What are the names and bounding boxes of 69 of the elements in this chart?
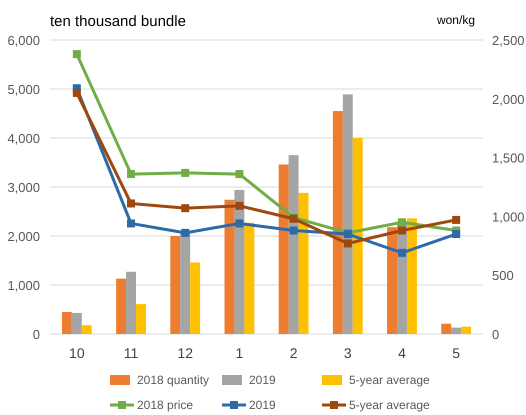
point — [127, 170, 136, 178]
bar — [244, 222, 254, 334]
bar — [224, 200, 234, 334]
bar — [190, 262, 200, 334]
bar — [136, 304, 146, 334]
y-tick-label: 0 — [32, 327, 40, 342]
y-tick-label: 6,000 — [7, 33, 40, 48]
bar — [342, 94, 353, 334]
x-tick-label: 12 — [177, 345, 194, 361]
bar — [116, 278, 126, 334]
point — [398, 248, 406, 257]
point — [181, 228, 190, 237]
bar — [352, 138, 363, 334]
y2-tick-label: 1,500 — [492, 150, 525, 166]
bar — [82, 325, 92, 334]
point — [72, 50, 81, 58]
point — [344, 239, 352, 248]
bar — [62, 312, 72, 334]
y-tick-label: 4,000 — [7, 131, 40, 146]
x-tick-label: 11 — [124, 345, 138, 361]
bar — [126, 272, 136, 334]
legend-label: 2019 — [249, 373, 276, 387]
x-tick-label: 10 — [69, 345, 85, 361]
bar — [288, 155, 299, 334]
bar — [451, 328, 462, 334]
x-tick-label: 3 — [344, 345, 352, 361]
point — [235, 202, 244, 210]
y2-tick-label: 2,500 — [492, 33, 525, 48]
point — [398, 218, 406, 226]
bar — [332, 111, 343, 334]
bar — [406, 218, 417, 334]
point — [452, 230, 460, 238]
legend-label: 2018 quantity — [137, 373, 210, 387]
point — [127, 199, 136, 208]
y-axis-title: ten thousand bundle — [50, 13, 186, 30]
y-tick-label: 2,000 — [7, 229, 40, 244]
bar — [441, 324, 452, 334]
point — [398, 226, 406, 235]
legend-label: 2019 — [249, 398, 276, 412]
x-tick-label: 5 — [452, 345, 460, 361]
y2-tick-label: 0 — [492, 327, 500, 342]
y-tick-label: 5,000 — [7, 82, 40, 97]
x-tick-label: 4 — [398, 345, 406, 361]
point — [290, 226, 298, 235]
bar — [461, 326, 472, 334]
bar — [278, 164, 289, 334]
y2-tick-label: 2,000 — [492, 92, 525, 107]
legend-label: 5-year average — [349, 398, 430, 412]
y2-axis-title: won/kg — [436, 13, 475, 27]
bar — [180, 234, 190, 334]
point — [235, 219, 244, 228]
point — [181, 204, 190, 212]
legend-label: 2018 price — [137, 398, 194, 412]
y2-tick-label: 1,000 — [492, 209, 525, 224]
bar — [170, 236, 180, 334]
bar — [387, 227, 398, 334]
bar — [72, 312, 82, 334]
point — [127, 219, 136, 228]
point — [452, 216, 460, 224]
point — [72, 88, 81, 97]
point — [181, 168, 190, 177]
x-tick-label: 1 — [236, 345, 244, 361]
y2-tick-label: 500 — [492, 268, 514, 284]
x-tick-label: 2 — [290, 345, 298, 361]
y-tick-label: 1,000 — [7, 278, 40, 293]
legend-label: 5-year average — [349, 373, 430, 387]
point — [235, 170, 244, 178]
y-tick-label: 3,000 — [7, 180, 40, 195]
bar — [298, 192, 308, 334]
